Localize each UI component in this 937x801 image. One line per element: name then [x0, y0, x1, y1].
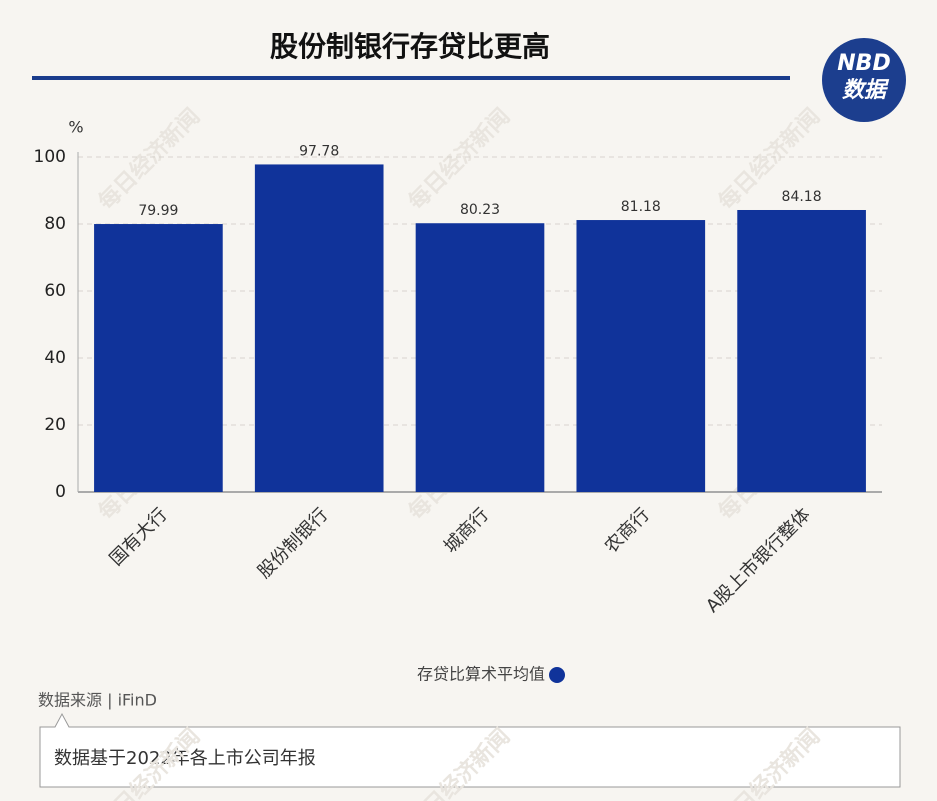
- y-tick-label: 0: [55, 482, 66, 502]
- chart-title: 股份制银行存贷比更高: [270, 30, 550, 63]
- logo-bottom: 数据: [842, 78, 890, 103]
- watermark: 每日经济新闻: [403, 103, 515, 215]
- value-label: 81.18: [621, 199, 661, 215]
- watermark: 每日经济新闻: [93, 103, 205, 215]
- x-tick-label: A股上市银行整体: [702, 504, 815, 617]
- value-label: 84.18: [782, 189, 822, 205]
- y-tick-label: 40: [44, 348, 66, 368]
- y-tick-label: 60: [44, 281, 66, 301]
- source: 数据来源 | iFinD: [38, 691, 157, 710]
- x-tick-label: 股份制银行: [254, 504, 332, 582]
- legend-label: 存贷比算术平均值: [417, 665, 545, 684]
- bar: [94, 224, 223, 492]
- bar: [737, 209, 866, 492]
- value-label: 79.99: [138, 203, 178, 219]
- note-box: [39, 712, 901, 788]
- title-rule: [32, 76, 790, 80]
- x-tick-label: 农商行: [601, 504, 654, 557]
- value-label: 97.78: [299, 143, 339, 159]
- x-tick-label: 城商行: [440, 504, 493, 557]
- bar: [254, 164, 384, 492]
- legend-swatch: [549, 667, 565, 683]
- logo-top: NBD: [837, 51, 890, 76]
- note: 数据基于2022年各上市公司年报: [54, 748, 316, 769]
- logo-circle: [822, 38, 906, 122]
- y-tick-label: 80: [44, 214, 66, 234]
- bar: [576, 220, 706, 492]
- y-axis-label: %: [68, 118, 83, 137]
- y-tick-label: 100: [34, 147, 66, 167]
- y-tick-label: 20: [44, 415, 66, 435]
- bar: [415, 223, 545, 493]
- value-label: 80.23: [460, 202, 500, 218]
